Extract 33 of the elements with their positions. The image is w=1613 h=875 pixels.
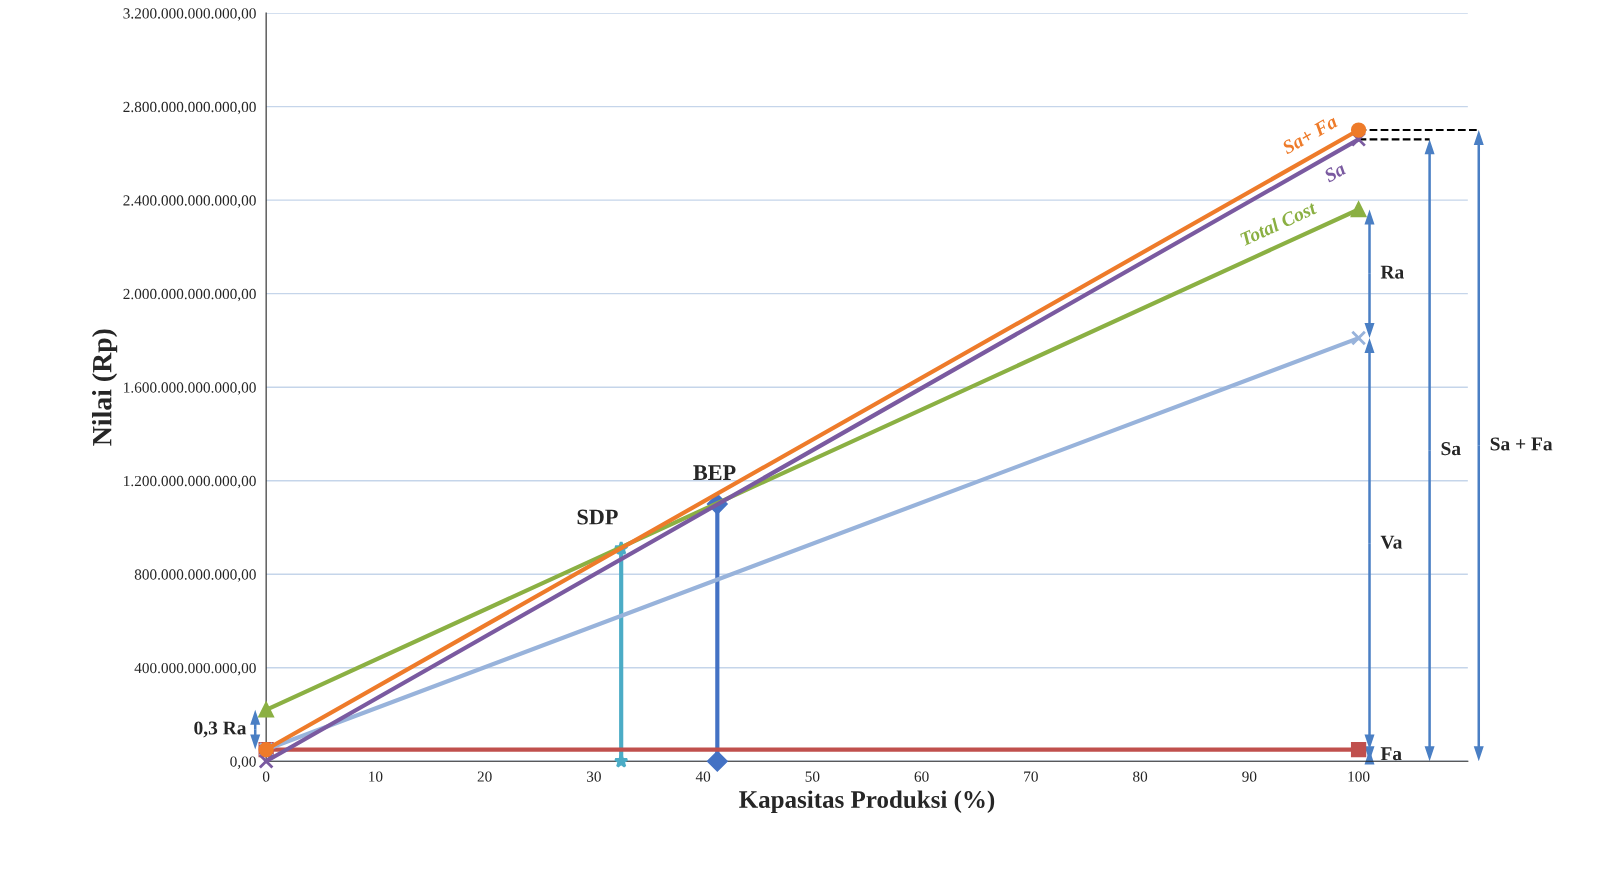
y-tick-label: 3.200.000.000.000,00 (123, 8, 256, 21)
text: Total Cost (1239, 200, 1318, 247)
annotation: Va (1380, 535, 1403, 549)
y-tick-label: 2.000.000.000.000,00 (123, 288, 256, 302)
y-axis-title: Nilai (Rp) (92, 329, 118, 446)
annotation: Ra (1380, 265, 1404, 279)
x-tick-label: 40 (695, 771, 711, 782)
y-tick-label: 2.800.000.000.000,00 (123, 101, 256, 115)
y-tick-label: 400.000.000.000,00 (134, 662, 256, 676)
x-tick-label: 50 (805, 771, 820, 782)
text: Sa + Fa (1490, 437, 1553, 451)
x-tick-label: 100 (1348, 771, 1370, 782)
x-tick-label: 60 (914, 771, 929, 782)
y-tick-label: 0,00 (230, 756, 256, 769)
text: Sa (1322, 161, 1347, 183)
y-tick-label: 800.000.000.000,00 (134, 569, 256, 582)
annotation: Fa (1380, 747, 1402, 761)
annotation: Sa (1441, 442, 1461, 456)
x-tick-label: 80 (1133, 771, 1148, 782)
x-tick-label: 20 (477, 771, 492, 782)
y-tick-label: 1.200.000.000.000,00 (124, 475, 256, 489)
x-tick-label: 30 (586, 771, 601, 782)
y-tick-label: 1.600.000.000.000,00 (124, 382, 256, 395)
x-tick-label: 0 (262, 771, 270, 782)
x-axis-title: Kapasitas Produksi (%) (739, 790, 995, 814)
text: Sa+ Fa (1281, 114, 1339, 155)
annotation: BEP (693, 465, 736, 480)
text: 0,3 Ra (194, 721, 247, 738)
x-tick-label: 10 (369, 771, 383, 782)
annotation: SDP (577, 509, 618, 525)
x-tick-label: 70 (1024, 771, 1038, 782)
x-tick-label: 90 (1242, 771, 1257, 782)
y-tick-label: 2.400.000.000.000,00 (123, 195, 256, 208)
